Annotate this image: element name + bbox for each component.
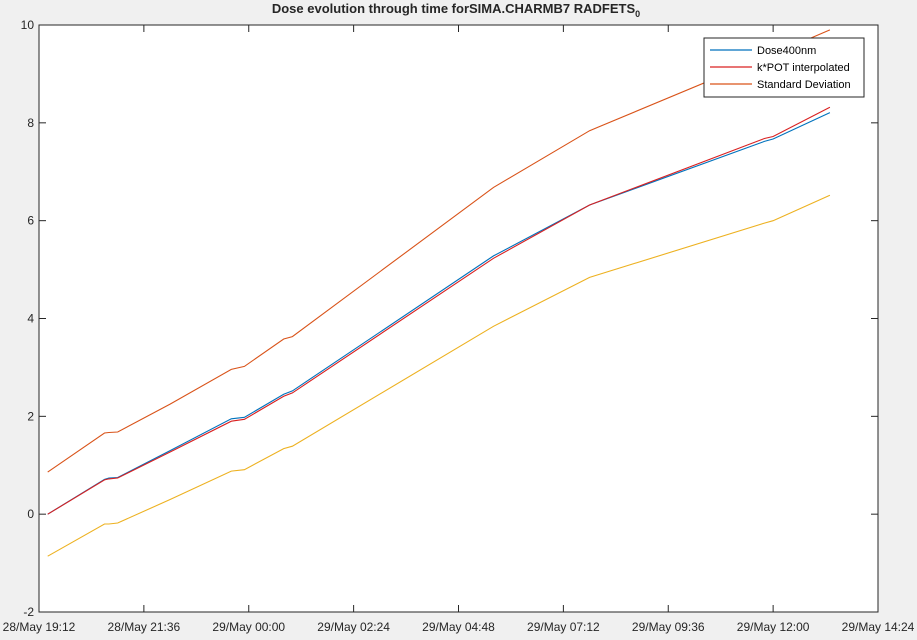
series-line-0 (47, 112, 831, 515)
x-tick-label: 29/May 09:36 (632, 620, 705, 634)
chart-title: Dose evolution through time forSIMA.CHAR… (272, 1, 640, 19)
legend: Dose400nm k*POT interpolated Standard Devi… (703, 37, 865, 98)
x-tick-label: 29/May 14:24 (842, 620, 915, 634)
legend-label: Dose400nm (757, 45, 816, 57)
y-tick-label: 10 (21, 18, 35, 32)
y-tick-label: 8 (27, 116, 34, 130)
series-line-3 (47, 194, 831, 557)
x-tick-label: 28/May 19:12 (3, 620, 76, 634)
x-tick-label: 29/May 00:00 (212, 620, 285, 634)
x-tick-label: 29/May 02:24 (317, 620, 390, 634)
y-tick-label: 2 (27, 409, 34, 423)
y-tick-label: 6 (27, 214, 34, 228)
legend-label: k*POT interpolated (757, 62, 850, 74)
y-axis: -2 0 2 4 6 8 10 (21, 18, 878, 619)
legend-label: Standard Deviation (757, 79, 851, 91)
x-tick-label: 28/May 21:36 (108, 620, 181, 634)
x-tick-label: 29/May 04:48 (422, 620, 495, 634)
y-tick-label: 4 (27, 312, 34, 326)
x-tick-label: 29/May 12:00 (737, 620, 810, 634)
series-line-1 (47, 106, 831, 515)
plot-area (38, 24, 879, 613)
x-tick-label: 29/May 07:12 (527, 620, 600, 634)
y-tick-label: 0 (27, 507, 34, 521)
x-axis: 28/May 19:12 28/May 21:36 29/May 00:00 29/M… (3, 25, 915, 634)
y-tick-label: -2 (23, 605, 34, 619)
